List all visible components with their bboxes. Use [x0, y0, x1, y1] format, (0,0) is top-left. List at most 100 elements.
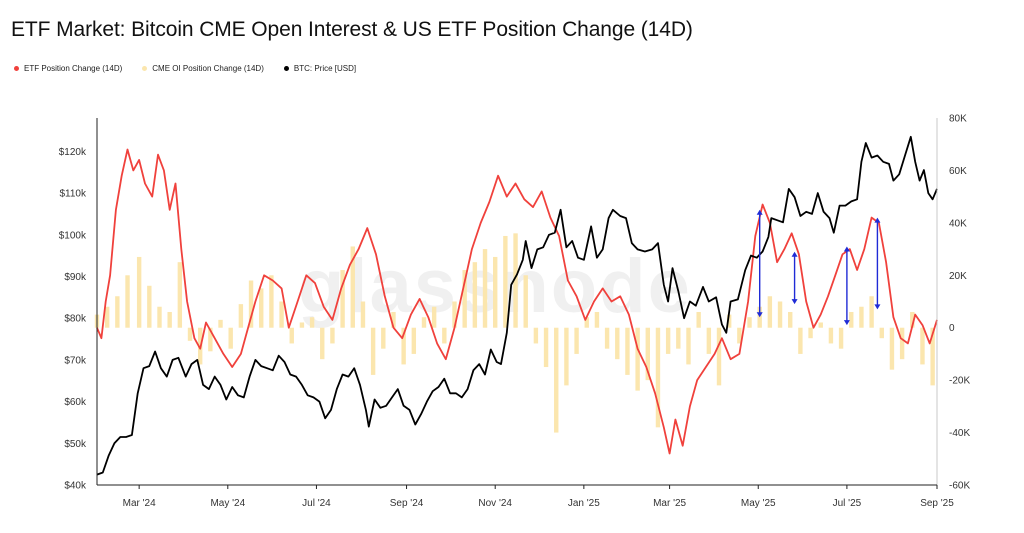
cme-bar-77: [879, 327, 884, 339]
y-right-tick-label: 0: [949, 323, 955, 334]
annotation-arrow-head-bottom-2: [843, 320, 850, 326]
cme-bar-41: [513, 233, 518, 328]
cme-bar-9: [187, 327, 193, 341]
cme-bar-50: [604, 327, 610, 349]
chart-legend: ETF Position Change (14D) CME OI Positio…: [14, 64, 356, 73]
cme-bar-68: [788, 311, 793, 328]
y-right-tick-label: -40K: [949, 428, 970, 439]
cme-bar-69: [798, 327, 803, 354]
y-left-tick-label: $120k: [59, 147, 87, 158]
cme-bar-71: [818, 322, 823, 328]
annotation-arrow-head-bottom-1: [791, 299, 798, 305]
cme-bar-36: [462, 270, 467, 328]
axes-layer: $40k $50k $60k $70k $80k $90k $100k $110k $120k -…: [59, 114, 971, 510]
cme-bar-59: [696, 311, 701, 328]
cme-bar-20: [299, 322, 305, 328]
y-left-tick-label: $40k: [64, 481, 87, 492]
cme-bar-30: [401, 327, 406, 365]
cme-bar-18: [279, 301, 284, 328]
cme-bar-73: [838, 327, 844, 349]
etf-position-line: [96, 148, 938, 455]
cme-bar-57: [676, 327, 681, 349]
cme-bar-19: [289, 327, 294, 344]
cme-bar-6: [157, 306, 162, 328]
x-tick-label: Sep '25: [920, 498, 954, 509]
x-tick-label: Jan '25: [568, 498, 600, 509]
cme-bar-5: [147, 285, 152, 328]
legend-item-cme[interactable]: CME OI Position Change (14D): [142, 64, 264, 73]
cme-bar-60: [706, 327, 712, 354]
cme-bar-25: [350, 246, 355, 328]
cme-bar-74: [849, 311, 854, 328]
cme-bar-38: [482, 249, 488, 328]
cme-bar-55: [655, 327, 661, 428]
cme-bar-37: [472, 262, 478, 328]
annotation-arrow-head-top-0: [756, 209, 763, 215]
cme-bar-66: [767, 296, 773, 328]
cme-bar-62: [726, 314, 732, 328]
btc-price-line: [96, 135, 938, 476]
cme-bars-layer: [94, 233, 935, 433]
cme-bar-56: [665, 327, 671, 354]
cme-bar-8: [177, 262, 183, 328]
cme-bar-16: [259, 288, 264, 328]
cme-bar-2: [115, 296, 120, 328]
cme-bar-81: [920, 327, 925, 365]
x-tick-label: Mar '25: [653, 498, 686, 509]
cme-bar-17: [269, 275, 274, 328]
cme-bar-46: [564, 327, 569, 386]
y-right-tick-label: 80K: [949, 114, 967, 125]
y-left-tick-label: $60k: [64, 397, 87, 408]
y-left-tick-label: $110k: [59, 189, 87, 200]
cme-bar-39: [493, 256, 498, 328]
x-tick-label: Jul '25: [833, 498, 862, 509]
annotation-arrow-head-top-3: [874, 217, 881, 223]
x-tick-label: Sep '24: [390, 498, 424, 509]
cme-bar-67: [777, 301, 783, 328]
y-right-tick-label: 20K: [949, 271, 967, 282]
annotations-layer: [756, 209, 881, 326]
annotation-arrow-head-top-1: [791, 251, 798, 257]
y-right-tick-label: 60K: [949, 166, 967, 177]
cme-bar-72: [828, 327, 834, 344]
cme-bar-11: [208, 327, 213, 352]
x-tick-label: Nov '24: [478, 498, 512, 509]
cme-bar-28: [381, 327, 386, 349]
cme-bar-35: [452, 301, 457, 328]
cme-bar-1: [104, 306, 110, 328]
cme-bar-79: [899, 327, 905, 360]
cme-bar-52: [625, 327, 630, 375]
y-left-tick-label: $100k: [59, 230, 87, 241]
cme-bar-7: [167, 311, 172, 328]
cme-bar-51: [615, 327, 620, 360]
cme-bar-43: [533, 327, 539, 344]
page-title: ETF Market: Bitcoin CME Open Interest & …: [11, 18, 693, 41]
cme-bar-53: [635, 327, 640, 391]
annotation-arrow-head-top-2: [843, 246, 850, 252]
x-tick-label: May '25: [741, 498, 776, 509]
cme-bar-75: [859, 306, 864, 328]
legend-etf-swatch: [14, 66, 19, 71]
legend-cme-swatch: [142, 66, 148, 71]
cme-bar-31: [411, 327, 417, 354]
legend-cme-label: CME OI Position Change (14D): [152, 64, 264, 73]
legend-item-btc[interactable]: BTC: Price [USD]: [283, 64, 357, 73]
cme-bar-3: [125, 275, 130, 328]
cme-bar-15: [248, 280, 254, 328]
cme-bar-14: [238, 304, 244, 328]
cme-bar-22: [320, 327, 325, 360]
x-tick-label: Mar '24: [123, 498, 156, 509]
x-tick-label: Jul '24: [302, 498, 331, 509]
cme-bar-44: [543, 327, 549, 368]
legend-item-etf[interactable]: ETF Position Change (14D): [14, 64, 122, 73]
legend-btc-label: BTC: Price [USD]: [293, 64, 357, 73]
x-tick-label: May '24: [210, 498, 245, 509]
cme-bar-4: [136, 256, 142, 328]
cme-bar-26: [360, 301, 366, 328]
cme-bar-49: [594, 311, 600, 328]
cme-bar-40: [503, 235, 508, 328]
cme-bar-24: [340, 270, 345, 328]
legend-etf-label: ETF Position Change (14D): [24, 64, 123, 73]
cme-bar-70: [808, 327, 813, 339]
